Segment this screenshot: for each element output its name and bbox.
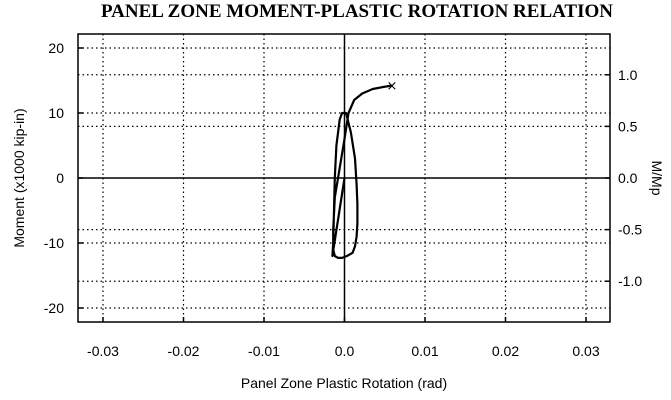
x-tick-label: 0.02 [492,343,519,359]
y-tick-label: 10 [48,105,64,121]
tick-labels: -0.03 -0.02 -0.01 0.0 0.01 0.02 0.03 -20 -10 0 10 2… [44,40,643,359]
hysteresis-curve [331,84,393,259]
series-layer: × [331,79,398,259]
y-tick-label: 20 [48,40,64,56]
y-tick-label: -10 [44,235,64,251]
x-tick-label: 0.03 [572,343,599,359]
y2-tick-label: 1.0 [618,67,638,83]
y2-tick-label: 0.5 [618,118,638,134]
x-tick-label: 0.0 [335,343,355,359]
y-tick-label: 0 [56,170,64,186]
end-marker: × [387,79,398,94]
chart-title: PANEL ZONE MOMENT-PLASTIC ROTATION RELAT… [101,1,613,22]
x-tick-label: -0.02 [168,343,200,359]
x-axis-label: Panel Zone Plastic Rotation (rad) [241,375,447,391]
y2-tick-label: 0.0 [618,170,638,186]
y2-tick-label: -0.5 [618,222,642,238]
y-tick-label: -20 [44,300,64,316]
y-axis-label: Moment (x1000 kip-in) [11,108,27,247]
y2-axis-label: M/Mp [649,161,665,196]
x-tick-label: -0.03 [87,343,119,359]
x-tick-label: 0.01 [411,343,438,359]
x-tick-label: -0.01 [248,343,280,359]
y2-tick-label: -1.0 [618,273,642,289]
